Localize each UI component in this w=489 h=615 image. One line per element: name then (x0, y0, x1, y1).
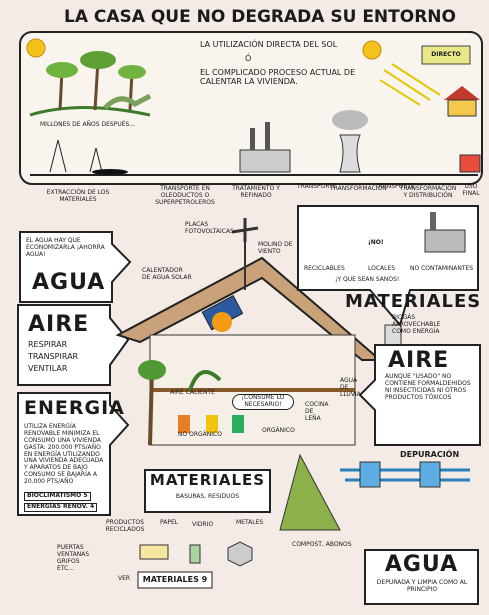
sun-text: LA UTILIZACIÓN DIRECTA DEL SOL (200, 40, 400, 49)
house-label: AIRE CALIENTE (170, 390, 215, 397)
title: LA CASA QUE NO DEGRADA SU ENTORNO (60, 8, 460, 28)
stage-label: USO FINAL (458, 184, 484, 198)
stage-label: TRANSFORMACIÓN Y DISTRIBUCIÓN (398, 186, 458, 200)
recycled-items (140, 542, 252, 566)
compost-label: COMPOST, ABONOS (292, 542, 352, 549)
materiales-heading: MATERIALES (345, 292, 481, 313)
materiales-item: LOCALES (368, 266, 395, 273)
aire-line: RESPIRAR (28, 340, 67, 349)
materiales-item: RECICLABLES (304, 266, 345, 273)
house-label: MOLINO DE VIENTO (258, 242, 294, 256)
agua-bottom-heading: AGUA (365, 552, 478, 577)
aire-right-text: AUNQUE "USADO" NO CONTIENE FORMALDEHIDOS… (385, 374, 477, 402)
house-label: AGUA DE LLUVIA (340, 378, 362, 399)
energia-text: UTILIZA ENERGÍA RENOVABLE MINIMIZA EL CO… (24, 424, 108, 486)
vidrio-label: VIDRIO (192, 522, 213, 529)
stage-label: TRATAMIENTO Y REFINADO (228, 186, 284, 200)
house-label: ORGÁNICO (262, 428, 295, 435)
house-label: ¡CONSUME LO NECESARIO! (232, 394, 294, 410)
depuracion-label: DEPURACIÓN (400, 450, 459, 459)
papel-label: PAPEL (160, 520, 178, 527)
metales-label: METALES (236, 520, 263, 527)
stage-label: TRANSPORTE EN OLEODUCTOS O SUPERPETROLER… (150, 186, 220, 207)
agua-note: EL AGUA HAY QUE ECONOMIZARLA ¡AHORRA AGU… (26, 238, 110, 259)
house-label: CALENTADOR DE AGUA SOLAR (142, 268, 192, 282)
infographic: LA CASA QUE NO DEGRADA SU ENTORNO LA UTI… (0, 0, 489, 615)
aire-right-heading: AIRE (388, 348, 449, 373)
no-label: ¡NO! (368, 240, 384, 247)
sun-text: Ó (245, 54, 251, 63)
ver-ref: MATERIALES 9 (138, 575, 212, 584)
millones-label: MILLONES DE AÑOS DESPUÉS... (40, 122, 135, 129)
aire-line: TRANSPIRAR (28, 352, 78, 361)
aire-heading: AIRE (28, 312, 89, 337)
energia-ref: ENERGÍAS RENOV. 4 (24, 503, 97, 512)
materiales-sanos: ¡Y QUE SEAN SANOS! (335, 277, 399, 284)
productos-label: PRODUCTOS RECICLADOS (100, 520, 150, 534)
house-label: NO ORGÁNICO (178, 432, 222, 439)
sun-text: EL COMPLICADO PROCESO ACTUAL DE CALENTAR… (200, 68, 370, 86)
materiales-bottom-heading: MATERIALES (145, 472, 270, 489)
materiales-item: NO CONTAMINANTES (410, 266, 473, 273)
energia-heading: ENERGIA (24, 398, 125, 420)
compost-pile (280, 455, 340, 530)
energia-ref: BIOCLIMATISMO 5 (24, 492, 91, 501)
stage-label: EXTRACCIÓN DE LOS MATERIALES (28, 190, 128, 204)
materiales-bottom-sub: BASURAS, RESIDUOS (145, 494, 270, 501)
aire-line: VENTILAR (28, 364, 67, 373)
agua-bottom-sub: DEPURADA Y LIMPIA COMO AL PRINCIPIO (368, 580, 476, 594)
house-label: COCINA DE LEÑA (305, 402, 331, 423)
house-label: BIOGÁS APROVECHABLE COMO ENERGÍA (392, 315, 450, 336)
house-label: PLACAS FOTOVOLTAICAS (185, 222, 235, 236)
water-pipes (340, 462, 470, 487)
agua-heading: AGUA (32, 270, 105, 295)
ver-label: VER (118, 576, 130, 583)
puertas-label: PUERTAS VENTANAS GRIFOS ETC... (57, 545, 93, 573)
directo-label: DIRECTO (422, 52, 470, 59)
sun (27, 39, 45, 57)
